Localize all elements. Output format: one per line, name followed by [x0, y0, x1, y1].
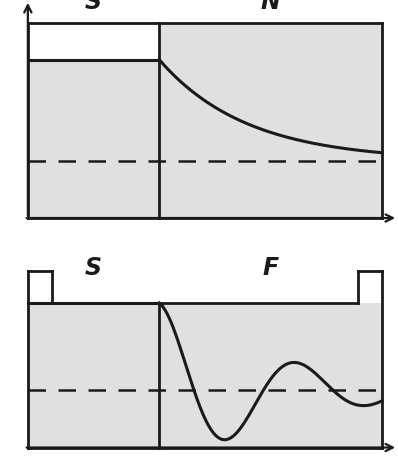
Bar: [159, 303, 382, 448]
Text: S: S: [85, 0, 102, 14]
Bar: [28, 303, 159, 448]
Text: S: S: [85, 256, 102, 280]
Text: F: F: [263, 256, 279, 280]
Bar: [28, 60, 159, 218]
Text: N: N: [261, 0, 281, 14]
Bar: [159, 23, 382, 218]
